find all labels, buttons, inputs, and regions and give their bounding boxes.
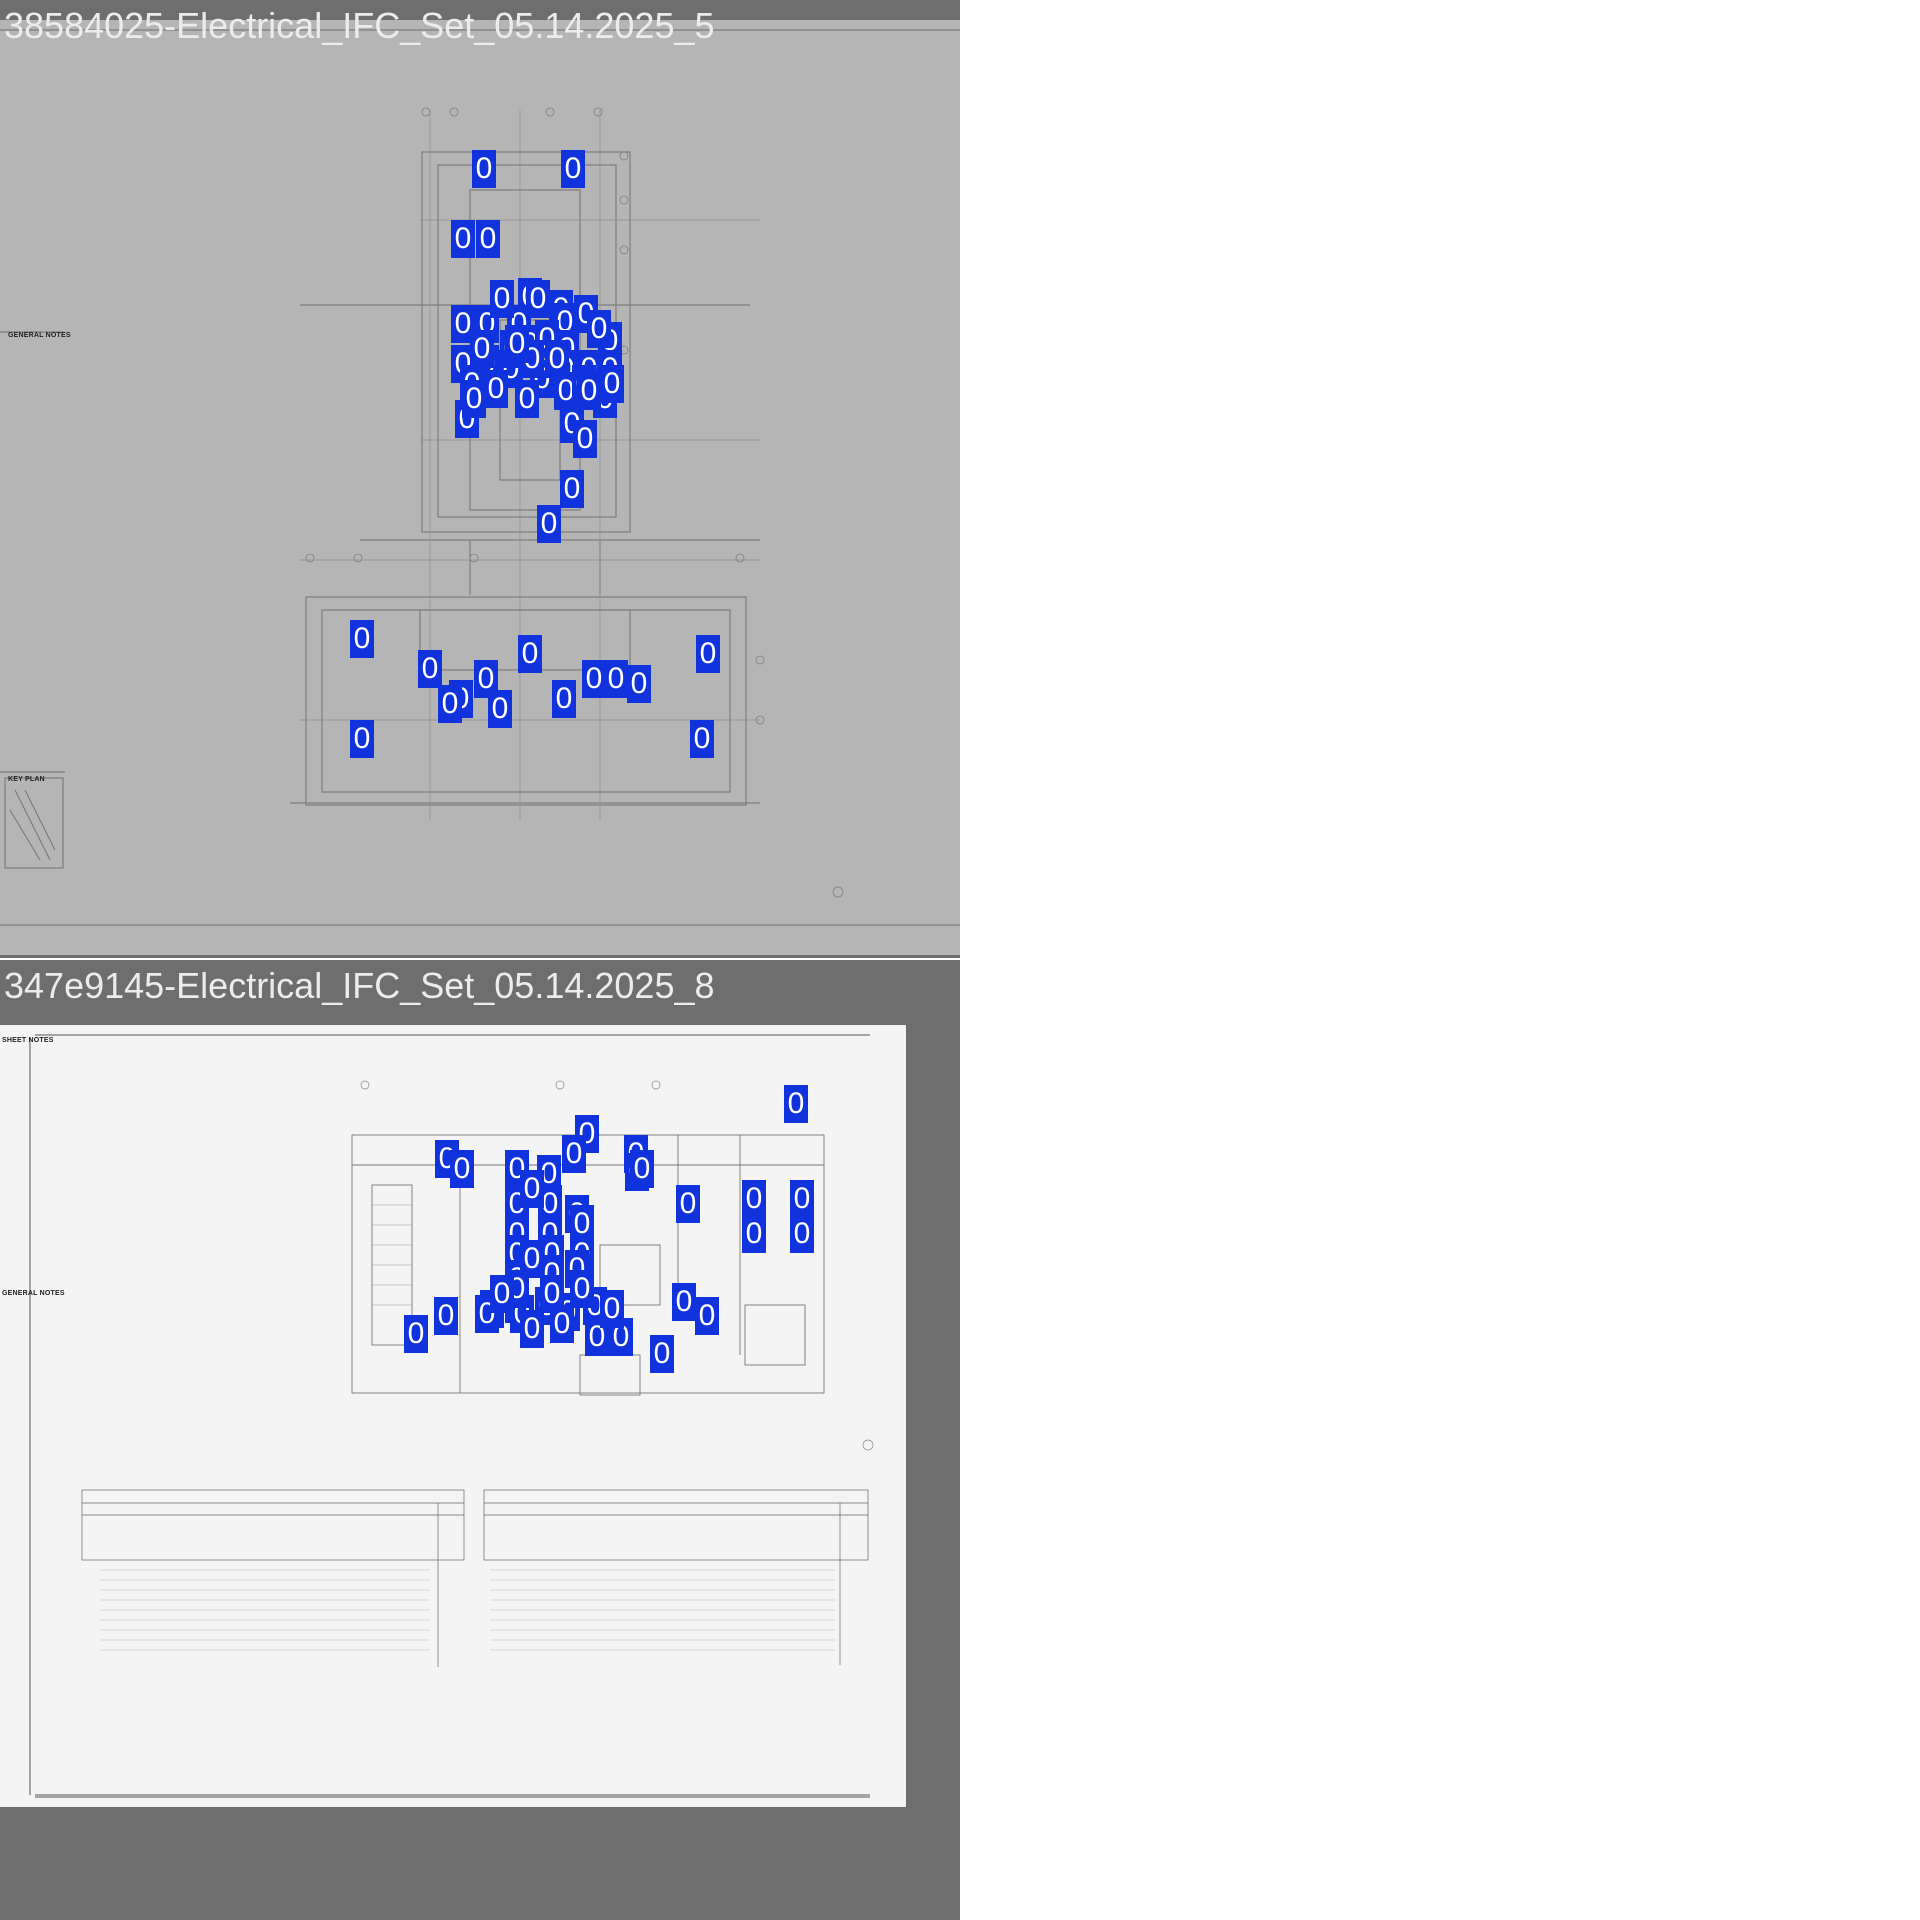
detection-box[interactable]: 0	[587, 310, 611, 348]
general-notes-label: GENERAL NOTES	[2, 1290, 65, 1297]
detection-box[interactable]: 0	[630, 1150, 654, 1188]
detection-box[interactable]: 0	[676, 1185, 700, 1223]
detection-box[interactable]: 0	[451, 220, 475, 258]
detection-box[interactable]: 0	[604, 660, 628, 698]
detection-box[interactable]: 0	[742, 1215, 766, 1253]
detection-box[interactable]: 0	[573, 420, 597, 458]
detection-box[interactable]: 0	[520, 1240, 544, 1278]
detection-box[interactable]: 0	[790, 1215, 814, 1253]
detection-box[interactable]: 0	[518, 635, 542, 673]
detection-box[interactable]: 0	[600, 365, 624, 403]
panel-title: 38584025-Electrical_IFC_Set_05.14.2025_5	[4, 5, 715, 46]
detection-box[interactable]: 0	[488, 690, 512, 728]
detection-box[interactable]: 0	[696, 635, 720, 673]
detection-box[interactable]: 0	[582, 660, 606, 698]
detection-box[interactable]: 0	[462, 380, 486, 418]
detection-box[interactable]: 0	[472, 150, 496, 188]
detection-box[interactable]: 0	[350, 720, 374, 758]
detection-box[interactable]: 0	[560, 470, 584, 508]
panel-title: 347e9145-Electrical_IFC_Set_05.14.2025_8	[4, 965, 715, 1006]
detection-box[interactable]: 0	[438, 685, 462, 723]
detection-box[interactable]: 0	[520, 1170, 544, 1208]
detection-box[interactable]: 0	[784, 1085, 808, 1123]
detection-box[interactable]: 0	[505, 325, 529, 363]
general-notes-label: GENERAL NOTES	[8, 332, 71, 339]
detection-box[interactable]: 0	[562, 1135, 586, 1173]
detection-box[interactable]: 0	[690, 720, 714, 758]
image-panel-1: 38584025-Electrical_IFC_Set_05.14.2025_5	[0, 0, 960, 958]
detection-box[interactable]: 0	[577, 372, 601, 410]
detection-box[interactable]: 0	[545, 340, 569, 378]
detection-box[interactable]: 0	[515, 380, 539, 418]
detection-box[interactable]: 0	[672, 1283, 696, 1321]
sheet-notes-label: SHEET NOTES	[2, 1037, 54, 1044]
detection-box[interactable]: 0	[561, 150, 585, 188]
detection-box[interactable]: 0	[418, 650, 442, 688]
detection-box[interactable]: 0	[526, 280, 550, 318]
image-panel-2: 347e9145-Electrical_IFC_Set_05.14.2025_8	[0, 960, 960, 1920]
detection-box[interactable]: 0	[570, 1270, 594, 1308]
detection-box[interactable]: 0	[490, 1275, 514, 1313]
detection-box[interactable]: 0	[520, 1310, 544, 1348]
detection-box[interactable]: 0	[537, 505, 561, 543]
key-plan-label: KEY PLAN	[8, 776, 45, 783]
detection-box[interactable]: 0	[490, 280, 514, 318]
detection-box[interactable]: 0	[790, 1180, 814, 1218]
detection-box[interactable]: 0	[470, 330, 494, 368]
detection-box[interactable]: 0	[627, 665, 651, 703]
detection-box[interactable]: 0	[550, 1305, 574, 1343]
detection-box[interactable]: 0	[552, 680, 576, 718]
detection-box[interactable]: 0	[476, 220, 500, 258]
detection-box[interactable]: 0	[450, 1150, 474, 1188]
detection-box[interactable]: 0	[434, 1297, 458, 1335]
detection-box[interactable]: 0	[742, 1180, 766, 1218]
detection-box[interactable]: 0	[484, 370, 508, 408]
detection-box[interactable]: 0	[650, 1335, 674, 1373]
detection-box[interactable]: 0	[404, 1315, 428, 1353]
detection-box[interactable]: 0	[695, 1297, 719, 1335]
detection-box[interactable]: 0	[600, 1290, 624, 1328]
detection-box[interactable]: 0	[350, 620, 374, 658]
